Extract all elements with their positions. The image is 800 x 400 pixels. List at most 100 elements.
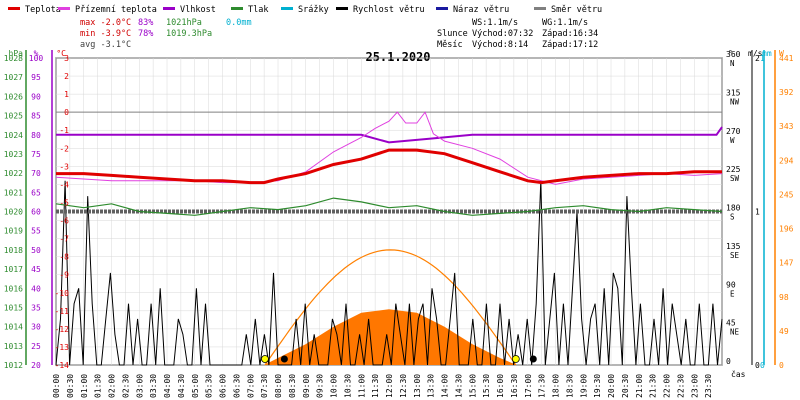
pressure_hpa-tick: 1019 — [4, 227, 23, 236]
x-tick: 02:00 — [108, 374, 117, 398]
legend-label: Směr větru — [551, 5, 602, 15]
temp-tick: -2 — [59, 144, 69, 153]
pressure_hpa-tick: 1026 — [4, 92, 23, 101]
solar-tick: 245 — [779, 190, 794, 199]
legend-item-7: Směr větru — [534, 5, 602, 15]
humidity_pct-tick: 40 — [31, 284, 41, 293]
x-tick: 20:00 — [607, 374, 616, 398]
series-pressure — [55, 197, 723, 216]
x-tick: 23:30 — [704, 374, 713, 398]
series-temperature — [56, 148, 722, 185]
solar-tick: 147 — [779, 259, 794, 268]
dir-letter: SE — [730, 251, 740, 260]
humidity_pct-tick: 100 — [29, 54, 44, 63]
x-tick: 05:00 — [191, 374, 200, 398]
temp-tick: -14 — [55, 361, 70, 370]
humidity_pct-tick: 25 — [31, 342, 41, 351]
humidity_pct-tick: 80 — [31, 131, 41, 140]
x-tick: 16:30 — [510, 374, 519, 398]
legend-swatch — [336, 7, 348, 10]
x-tick: 04:00 — [163, 374, 172, 398]
humidity_pct-tick: 55 — [31, 227, 41, 236]
dir-tick: 360 — [726, 50, 741, 59]
legend-swatch — [281, 7, 293, 10]
rain-tick: 0 — [760, 361, 765, 370]
humidity_pct-tick: 90 — [31, 92, 41, 101]
solar-tick: 392 — [779, 88, 794, 97]
legend-item-3: Tlak — [231, 5, 268, 15]
sun-rise: Východ:07:32 — [472, 29, 533, 39]
x-tick: 03:00 — [135, 374, 144, 398]
x-tick: 13:00 — [413, 374, 422, 398]
temp-tick: -11 — [55, 307, 70, 316]
dir-tick: 270 — [726, 127, 741, 136]
humidity_pct-tick: 30 — [31, 323, 41, 332]
moon-label: Měsíc — [437, 40, 463, 50]
pressure_hpa-tick: 1021 — [4, 188, 23, 197]
humidity_pct-tick: 60 — [31, 208, 41, 217]
pressure_hpa-tick: 1025 — [4, 112, 23, 121]
plot-area — [55, 57, 723, 366]
humidity_pct-tick: 50 — [31, 246, 41, 255]
legend-item-5: Rychlost větru — [336, 5, 425, 15]
pressure_hpa-tick: 1014 — [4, 323, 23, 332]
sun-elevation-curve — [264, 249, 517, 366]
legend-label: Přízemní teplota — [75, 5, 157, 15]
x-tick: 00:00 — [52, 374, 61, 398]
solar-tick: 98 — [779, 293, 789, 302]
legend-label: Vlhkost — [180, 5, 216, 15]
x-tick: 23:00 — [690, 374, 699, 398]
x-tick: 07:30 — [260, 374, 269, 398]
temp-tick: 2 — [64, 72, 69, 81]
wind-stat-wg: WG:1.1m/s — [542, 18, 588, 28]
moon-rise: Východ:8:14 — [472, 40, 528, 50]
time-axis-label: čas — [731, 369, 746, 379]
pressure_hpa-tick: 1024 — [4, 131, 23, 140]
dir-tick: 315 — [726, 88, 741, 97]
x-tick: 17:00 — [524, 374, 533, 398]
dir-tick: 225 — [726, 165, 741, 174]
legend-swatch — [163, 7, 175, 10]
x-tick: 22:30 — [676, 374, 685, 398]
x-tick: 01:00 — [80, 374, 89, 398]
x-tick: 07:00 — [246, 374, 255, 398]
temp-tick: -6 — [59, 217, 69, 226]
x-tick: 13:30 — [427, 374, 436, 398]
x-tick: 10:30 — [343, 374, 352, 398]
moonset-marker — [529, 355, 537, 363]
chart-title: 25.1.2020 — [365, 50, 430, 64]
temp-tick: -1 — [59, 126, 69, 135]
temp-tick: -3 — [59, 162, 69, 171]
pressure_hpa-tick: 1016 — [4, 284, 23, 293]
dir-tick: 135 — [726, 242, 741, 251]
x-tick: 21:00 — [635, 374, 644, 398]
stats-block: max -2.0°C 83% 1021hPa 0.0mm min -3.9°C … — [80, 18, 598, 50]
x-tick: 15:30 — [482, 374, 491, 398]
temp-tick: -8 — [59, 253, 69, 262]
dir-tick: 0 — [726, 357, 731, 366]
sun-label: Slunce — [437, 29, 468, 39]
temp-tick: 1 — [64, 90, 69, 99]
stat-max-press: 1021hPa — [166, 18, 202, 28]
dir-letter: E — [730, 289, 735, 298]
pressure_hpa-tick: 1013 — [4, 342, 23, 351]
solar-unit: W — [779, 49, 784, 58]
temp-tick: -13 — [55, 343, 70, 352]
solar-tick: 196 — [779, 225, 794, 234]
x-tick: 09:30 — [316, 374, 325, 398]
stat-min-temp: min -3.9°C — [80, 29, 131, 39]
legend-label: Rychlost větru — [353, 5, 425, 15]
rain-unit: mm — [762, 49, 772, 58]
x-tick: 14:30 — [454, 374, 463, 398]
pressure_hpa-tick: 1012 — [4, 361, 23, 370]
wind-tick: 0 — [755, 361, 760, 370]
series-wind-speed — [55, 180, 723, 366]
pressure_hpa-tick: 1015 — [4, 303, 23, 312]
legend-swatch — [58, 7, 70, 10]
x-tick: 05:30 — [205, 374, 214, 398]
x-tick: 12:30 — [399, 374, 408, 398]
humidity_pct-tick: 85 — [31, 112, 41, 121]
stat-max-hum: 83% — [138, 18, 153, 28]
x-tick: 09:00 — [302, 374, 311, 398]
